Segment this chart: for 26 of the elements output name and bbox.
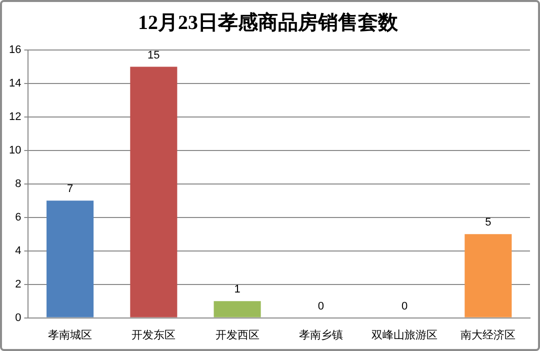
- y-tick-label: 0: [15, 312, 22, 324]
- bar: [214, 301, 261, 318]
- y-tick-label: 6: [15, 211, 22, 224]
- data-label: 7: [66, 183, 74, 196]
- x-tick-label: 孝南城区: [48, 328, 92, 342]
- y-tick-label: 12: [8, 110, 22, 123]
- x-tick-label: 孝南乡镇: [298, 328, 343, 342]
- data-label: 5: [485, 216, 492, 229]
- x-tick-label: 开发东区: [132, 328, 176, 342]
- y-tick-label: 14: [8, 78, 22, 90]
- bar: [464, 234, 512, 318]
- x-tick-label: 双峰山旅游区: [372, 328, 438, 342]
- bar: [46, 200, 94, 318]
- x-tick-label: 开发西区: [215, 328, 260, 342]
- y-tick-label: 4: [15, 244, 22, 257]
- data-label: 0: [401, 300, 408, 312]
- chart-title: 12月23日孝感商品房销售套数: [138, 11, 399, 34]
- data-label: 0: [318, 300, 324, 312]
- bar: [130, 66, 178, 318]
- y-tick-label: 8: [15, 178, 22, 190]
- data-label: 15: [148, 49, 160, 62]
- y-tick-label: 10: [8, 144, 22, 156]
- x-tick-label: 南大经济区: [460, 328, 516, 342]
- data-label: 1: [234, 284, 240, 296]
- y-tick-label: 16: [8, 44, 22, 56]
- y-tick-label: 2: [15, 278, 22, 290]
